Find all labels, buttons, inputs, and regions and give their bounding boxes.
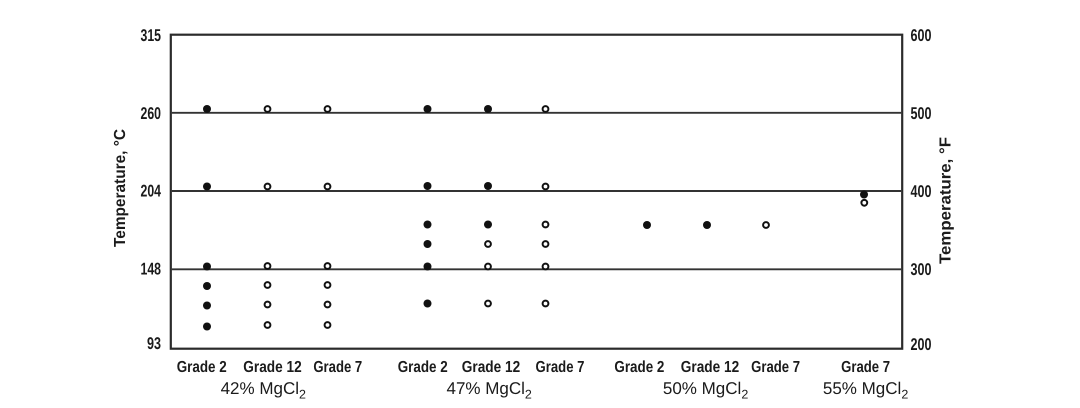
svg-text:Grade 7: Grade 7 — [841, 359, 890, 376]
svg-text:Grade 2: Grade 2 — [398, 359, 448, 376]
svg-text:47% MgCl2: 47% MgCl2 — [447, 379, 532, 402]
svg-text:400: 400 — [911, 182, 932, 201]
svg-text:93: 93 — [147, 334, 161, 353]
svg-text:315: 315 — [141, 26, 162, 45]
svg-text:260: 260 — [141, 104, 162, 123]
svg-text:148: 148 — [141, 260, 162, 279]
svg-text:55% MgCl2: 55% MgCl2 — [823, 379, 908, 402]
svg-text:204: 204 — [141, 181, 162, 200]
svg-text:42% MgCl2: 42% MgCl2 — [221, 379, 306, 402]
svg-text:Grade 12: Grade 12 — [243, 359, 301, 376]
svg-text:Temperature, °F: Temperature, °F — [938, 137, 955, 264]
svg-text:200: 200 — [911, 335, 932, 354]
svg-text:Grade 12: Grade 12 — [681, 359, 739, 376]
svg-text:Grade 2: Grade 2 — [614, 359, 664, 376]
svg-text:500: 500 — [911, 104, 932, 123]
svg-text:Grade 12: Grade 12 — [462, 359, 520, 376]
svg-text:Grade 7: Grade 7 — [751, 359, 800, 376]
svg-text:Temperature, °C: Temperature, °C — [112, 129, 129, 247]
svg-text:50% MgCl2: 50% MgCl2 — [663, 379, 748, 402]
svg-text:300: 300 — [911, 260, 932, 279]
svg-text:Grade 2: Grade 2 — [177, 359, 227, 376]
svg-text:600: 600 — [911, 26, 932, 45]
svg-text:Grade 7: Grade 7 — [536, 359, 585, 376]
svg-text:Grade 7: Grade 7 — [313, 359, 362, 376]
